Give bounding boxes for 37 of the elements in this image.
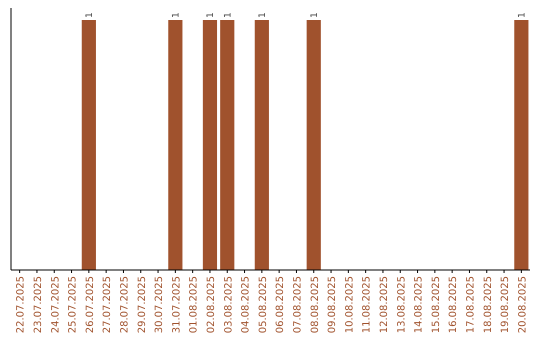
x-tick-label: 05.08.2025 bbox=[258, 276, 269, 334]
data-label: 1 bbox=[84, 12, 95, 18]
data-label: 1 bbox=[206, 12, 216, 18]
data-label: 1 bbox=[310, 12, 320, 18]
data-label: 1 bbox=[258, 12, 268, 18]
data-label: 1 bbox=[517, 12, 528, 18]
x-tick-label: 19.08.2025 bbox=[500, 276, 512, 334]
x-tick-label: 03.08.2025 bbox=[223, 276, 234, 334]
x-tick-label: 16.08.2025 bbox=[448, 276, 460, 334]
x-tick-label: 25.07.2025 bbox=[68, 276, 79, 334]
x-tick-label: 06.08.2025 bbox=[275, 276, 286, 334]
x-tick-label: 17.08.2025 bbox=[465, 276, 476, 334]
x-tick-label: 11.08.2025 bbox=[362, 276, 373, 334]
x-tick-label: 04.08.2025 bbox=[240, 276, 252, 334]
x-tick-label: 24.07.2025 bbox=[50, 276, 62, 334]
x-tick-label: 18.08.2025 bbox=[482, 276, 494, 334]
x-tick-label: 31.07.2025 bbox=[171, 276, 182, 334]
x-tick-label: 09.08.2025 bbox=[327, 276, 338, 334]
x-tick-label: 28.07.2025 bbox=[119, 276, 130, 334]
x-tick-label: 01.08.2025 bbox=[188, 276, 200, 334]
x-tick-label: 29.07.2025 bbox=[136, 276, 148, 334]
x-tick-label: 14.08.2025 bbox=[414, 276, 425, 334]
x-tick-label: 30.07.2025 bbox=[154, 276, 166, 334]
x-tick-label: 13.08.2025 bbox=[396, 276, 408, 334]
data-label: 1 bbox=[171, 12, 182, 18]
x-tick-label: 22.07.2025 bbox=[16, 276, 27, 334]
x-tick-label: 15.08.2025 bbox=[430, 276, 442, 334]
x-tick-label: 07.08.2025 bbox=[292, 276, 304, 334]
x-tick-label: 27.07.2025 bbox=[102, 276, 114, 334]
data-label: 1 bbox=[223, 12, 234, 18]
x-tick-label: 20.08.2025 bbox=[517, 276, 528, 334]
x-tick-label: 10.08.2025 bbox=[344, 276, 356, 334]
x-tick-label: 12.08.2025 bbox=[378, 276, 390, 334]
x-tick-label: 26.07.2025 bbox=[84, 276, 96, 334]
x-tick-label: 23.07.2025 bbox=[32, 276, 44, 334]
x-tick-label: 08.08.2025 bbox=[310, 276, 321, 334]
x-tick-label: 02.08.2025 bbox=[206, 276, 217, 334]
